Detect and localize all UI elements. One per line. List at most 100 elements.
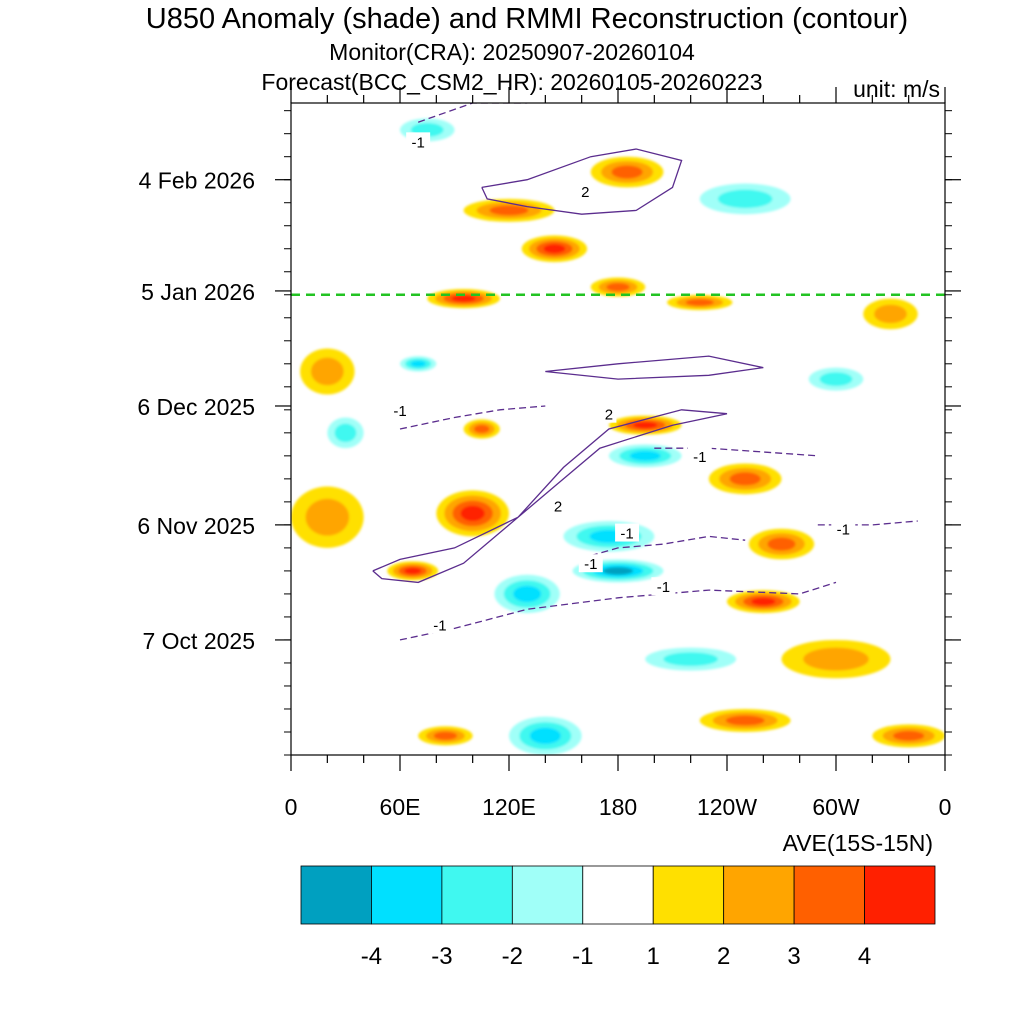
y-tick-label: 6 Nov 2025 [137,513,255,539]
contour-label-text: -1 [620,526,633,543]
x-tick-label: 180 [599,794,637,820]
contour-label-text: 2 [554,499,562,516]
anomaly-shade [606,282,630,292]
anomaly-blob [590,277,646,297]
anomaly-blob [608,444,682,468]
contour-label: -1 [651,577,676,596]
contour-label: -1 [831,519,856,539]
contour-label-bg [578,554,603,573]
x-tick-label: 0 [939,794,952,820]
anomaly-shade [410,360,426,368]
y-axis-labels: 7 Oct 2025 6 Nov 2025 6 Dec 2025 5 Jan 2026… [137,168,255,654]
colorbar-swatch [441,865,513,925]
anomaly-shade [334,423,357,443]
anomaly-shade [489,205,529,216]
rmmi-contour [654,447,818,457]
forecast-subtitle: Forecast(BCC_CSM2_HR): 20260105-20260223 [261,69,762,95]
contour-label-bg [601,404,617,423]
colorbar-labels: -4 -3 -2 -1 1 2 3 4 [361,943,871,970]
x-tick-label: 60W [812,794,860,820]
contour-label: 2 [550,496,566,516]
anomaly-shade [893,730,925,741]
colorbar-swatch [582,865,654,925]
contour-label: 2 [577,182,593,201]
colorbar-swatch [864,865,936,925]
anomaly-blob [590,156,664,188]
anomaly-shade [819,372,853,387]
anomaly-shade [729,472,761,486]
contour-label-bg [406,132,431,151]
anomaly-shade [460,505,485,522]
rmmi-contour [545,355,764,380]
contour-label-text: -1 [837,522,850,539]
contour-label-text: -1 [584,556,597,573]
anomaly-shade [529,727,561,745]
anomaly-shade [611,165,643,179]
anomaly-blob [667,294,733,311]
contour-label: -1 [615,523,640,543]
anomaly-blob [863,298,918,330]
colorbar-swatch [511,865,584,925]
contour-label: -1 [406,132,431,151]
contour-label-text: 2 [581,184,589,201]
anomaly-blob [645,647,737,671]
anomaly-blob [463,419,500,439]
colorbar-swatch [723,865,795,925]
colorbar-label: 3 [787,943,800,970]
anomaly-shade [767,537,796,551]
rmmi-contour [481,148,683,215]
contour-label-bg [388,400,412,419]
colorbar-label: -1 [572,943,593,970]
colorbar [300,865,936,925]
colorbar-swatch [371,865,443,925]
colorbar-label: -3 [431,943,452,970]
contour-label-bg [651,577,676,596]
anomaly-blob [781,639,891,679]
contour-label: -1 [687,446,712,466]
anomaly-shade [803,647,869,671]
anomaly-shade [305,498,350,536]
anomaly-shade [685,299,714,306]
plot-area: 2 2 2 -1 -1 -1 -1 -1 -1 -1 -1 [275,87,961,771]
anomaly-blob [608,415,682,435]
contour-labels: 2 2 2 -1 -1 -1 -1 -1 -1 -1 -1 [388,132,856,635]
anomaly-blob [509,716,582,755]
contour-label-text: -1 [693,449,706,466]
contour-label: -1 [388,400,412,420]
contour-label-text: -1 [433,618,446,635]
x-axis-labels: 0 60E 120E 180 120W 60W 0 [285,794,952,820]
anomaly-blob [463,198,555,222]
anomaly-shade [310,357,344,386]
anomaly-blob [563,521,655,552]
anomaly-shade [602,567,634,575]
anomaly-shade [751,597,776,606]
shading-layer [291,118,945,755]
contour-label-bg [831,519,856,538]
anomaly-blob [291,486,364,548]
anomaly-blob [387,561,439,581]
contour-label-bg [615,523,640,542]
anomaly-shade [663,652,718,667]
contour-label-text: -1 [411,134,424,151]
rmmi-contour [372,409,728,584]
x-tick-label: 0 [285,794,298,820]
y-tick-label: 7 Oct 2025 [142,628,255,654]
colorbar-label: -2 [502,943,523,970]
y-tick-label: 5 Jan 2026 [141,279,255,305]
anomaly-blob [748,528,815,560]
anomaly-blob [708,463,782,495]
anomaly-blob [727,590,800,614]
colorbar-swatch [793,865,865,925]
monitor-subtitle: Monitor(CRA): 20250907-20260104 [329,39,695,65]
anomaly-blob [699,708,791,732]
anomaly-shade [874,304,907,324]
colorbar-label: 4 [858,943,871,970]
anomaly-blob [808,367,864,391]
anomaly-shade [725,715,765,726]
contour-label: -1 [578,554,603,573]
x-tick-label: 120W [697,794,757,820]
colorbar-swatch [652,865,725,925]
contour-label-bg [550,496,566,515]
anomaly-blob [436,490,509,537]
